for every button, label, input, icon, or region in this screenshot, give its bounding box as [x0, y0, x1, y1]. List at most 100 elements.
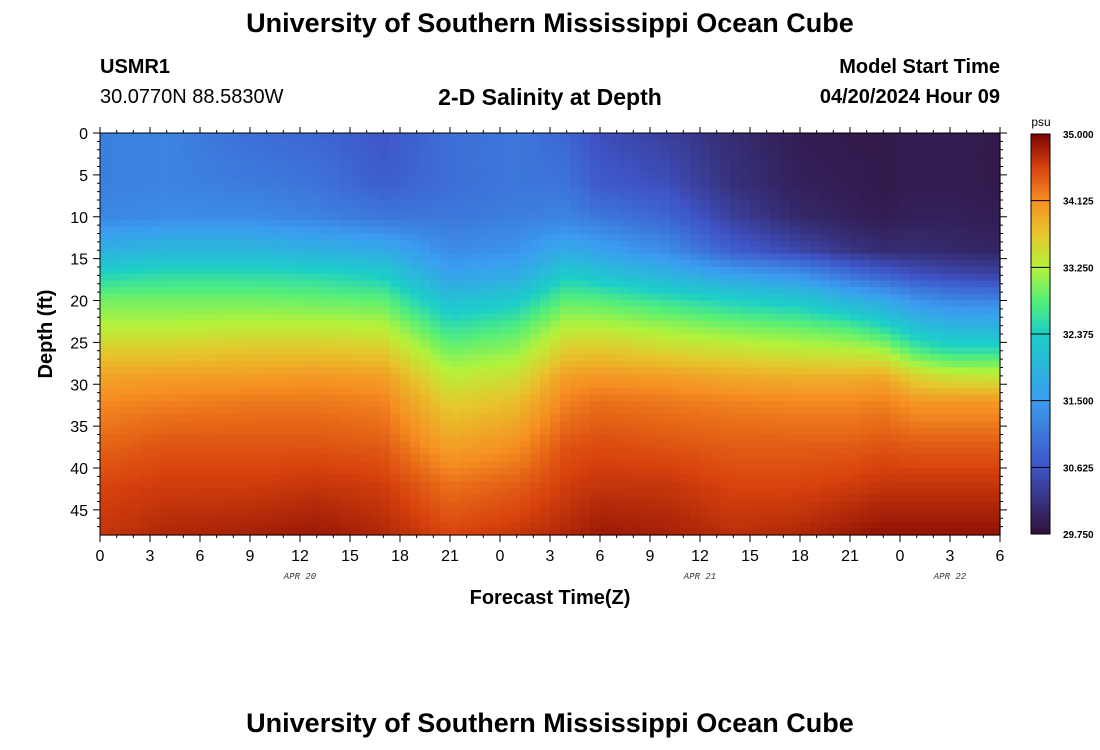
heatmap-cell [660, 354, 671, 362]
heatmap-cell [780, 233, 791, 241]
heatmap-cell [290, 159, 301, 168]
heatmap-cell [400, 354, 411, 362]
heatmap-cell [740, 401, 751, 409]
heatmap-cell [820, 226, 831, 235]
heatmap-cell [250, 246, 261, 255]
heatmap-cell [690, 260, 701, 268]
heatmap-cell [360, 427, 371, 436]
heatmap-cell [840, 421, 851, 429]
heatmap-cell [560, 340, 571, 348]
heatmap-cell [240, 200, 251, 208]
heatmap-cell [660, 347, 671, 355]
heatmap-cell [230, 508, 241, 516]
heatmap-cell [560, 380, 571, 389]
heatmap-cell [410, 494, 421, 503]
heatmap-cell [420, 427, 431, 436]
heatmap-cell [230, 488, 241, 496]
heatmap-cell [150, 313, 161, 322]
heatmap-cell [400, 461, 411, 469]
heatmap-cell [430, 200, 441, 208]
heatmap-cell [330, 293, 341, 302]
heatmap-cell [450, 193, 461, 201]
heatmap-cell [920, 179, 931, 188]
heatmap-cell [790, 521, 801, 529]
heatmap-cell [120, 421, 131, 429]
heatmap-cell [740, 200, 751, 208]
heatmap-cell [170, 521, 181, 529]
heatmap-cell [470, 528, 481, 536]
heatmap-cell [120, 200, 131, 208]
heatmap-cell [650, 287, 661, 295]
heatmap-cell [370, 260, 381, 268]
heatmap-cell [500, 213, 511, 221]
heatmap-cell [430, 340, 441, 348]
heatmap-cell [200, 226, 211, 235]
heatmap-cell [490, 340, 501, 348]
heatmap-cell [270, 474, 281, 482]
heatmap-cell [640, 246, 651, 255]
heatmap-cell [460, 307, 471, 315]
heatmap-cell [320, 240, 331, 248]
heatmap-cell [840, 267, 851, 275]
heatmap-cell [640, 508, 651, 516]
heatmap-cell [910, 434, 921, 442]
heatmap-cell [820, 401, 831, 409]
heatmap-cell [830, 434, 841, 442]
heatmap-cell [720, 179, 731, 188]
heatmap-cell [460, 313, 471, 322]
heatmap-cell [380, 401, 391, 409]
heatmap-cell [710, 380, 721, 389]
heatmap-cell [420, 159, 431, 168]
heatmap-cell [100, 514, 111, 523]
heatmap-cell [640, 407, 651, 415]
heatmap-cell [810, 159, 821, 168]
heatmap-cell [320, 374, 331, 382]
heatmap-cell [190, 200, 201, 208]
heatmap-cell [840, 233, 851, 241]
heatmap-cell [640, 173, 651, 181]
heatmap-cell [200, 240, 211, 248]
heatmap-cell [110, 387, 121, 395]
heatmap-cell [850, 293, 861, 302]
heatmap-cell [670, 146, 681, 154]
heatmap-cell [920, 186, 931, 194]
heatmap-cell [810, 233, 821, 241]
heatmap-cell [800, 139, 811, 147]
heatmap-cell [750, 461, 761, 469]
heatmap-cell [120, 454, 131, 462]
heatmap-cell [280, 374, 291, 382]
heatmap-cell [180, 213, 191, 221]
heatmap-cell [120, 213, 131, 221]
heatmap-cell [480, 441, 491, 449]
heatmap-cell [340, 514, 351, 523]
heatmap-cell [820, 133, 831, 141]
heatmap-cell [870, 501, 881, 509]
heatmap-cell [560, 528, 571, 536]
heatmap-cell [470, 401, 481, 409]
heatmap-cell [340, 414, 351, 422]
heatmap-cell [140, 521, 151, 529]
heatmap-cell [550, 206, 561, 214]
heatmap-cell [250, 454, 261, 462]
heatmap-cell [490, 488, 501, 496]
heatmap-cell [170, 380, 181, 389]
heatmap-cell [660, 360, 671, 369]
heatmap-cell [240, 414, 251, 422]
heatmap-cell [630, 528, 641, 536]
heatmap-cell [850, 327, 861, 335]
heatmap-cell [580, 267, 591, 275]
heatmap-cell [100, 240, 111, 248]
heatmap-cell [770, 260, 781, 268]
heatmap-cell [110, 354, 121, 362]
heatmap-cell [260, 421, 271, 429]
heatmap-cell [410, 481, 421, 489]
heatmap-cell [210, 267, 221, 275]
heatmap-cell [880, 253, 891, 261]
heatmap-cell [140, 173, 151, 181]
heatmap-cell [820, 501, 831, 509]
heatmap-cell [210, 220, 221, 228]
heatmap-cell [620, 374, 631, 382]
heatmap-cell [350, 394, 361, 402]
heatmap-cell [680, 186, 691, 194]
heatmap-cell [420, 414, 431, 422]
